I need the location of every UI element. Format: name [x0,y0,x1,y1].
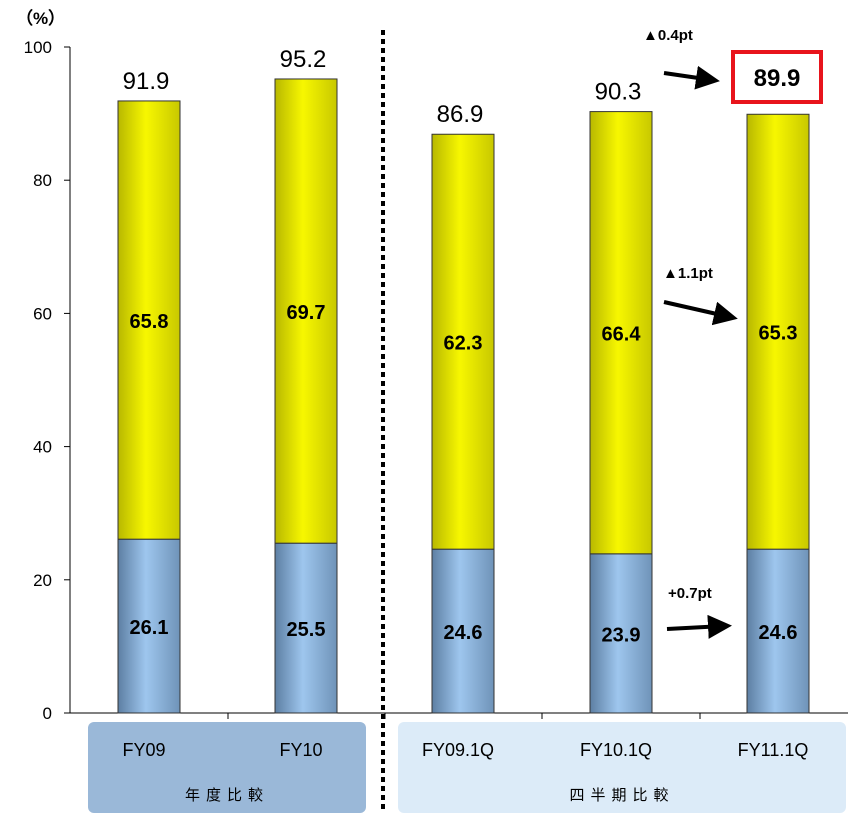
segment-value-label: 65.3 [759,323,798,345]
segment-value-label: 65.8 [130,311,169,333]
total-value-label: 86.9 [437,101,484,128]
total-value-label: 91.9 [123,68,170,95]
arrow-total [663,65,720,90]
segment-value-label: 24.6 [444,622,483,644]
total-value-label-highlight: 89.9 [754,65,801,92]
data-labels: 26.1 65.8 91.9 FY09 25.5 69.7 95.2 FY10 24.6 62.3… [122,46,823,760]
category-label: FY11.1Q [738,740,809,760]
bar-segment-yellow-3 [589,111,653,555]
group-label-quarterly: 四半期比較 [569,786,674,804]
axes: 0 20 40 60 80 100 [24,38,848,723]
segment-value-label: 62.3 [444,333,483,355]
category-label: FY09 [122,740,165,760]
y-tick-label: 20 [33,571,52,590]
y-tick-label: 40 [33,438,52,457]
bar-segment-yellow-4 [746,113,810,550]
arrow-blue [666,614,732,639]
y-tick-label: 80 [33,171,52,190]
group-label-annual: 年度比較 [185,786,269,804]
annotation-blue-change: +0.7pt [668,585,712,602]
total-value-label: 90.3 [595,79,642,106]
highlight-box [731,50,823,104]
segment-value-label: 66.4 [602,324,642,346]
bar-segment-yellow-0 [117,100,181,540]
segment-value-label: 23.9 [602,624,641,646]
bar-segment-blue-2 [431,548,495,714]
segment-value-label: 24.6 [759,622,798,644]
bar-segment-blue-0 [117,538,181,714]
category-label: FY10.1Q [580,740,652,760]
segment-value-label: 26.1 [130,617,169,639]
y-tick-label: 100 [24,38,52,57]
y-tick-label: 60 [33,304,52,323]
arrow-yellow [663,300,738,326]
y-tick-label: 0 [43,704,52,723]
segment-value-label: 69.7 [287,302,326,324]
annotation-yellow-change: ▲1.1pt [663,265,713,282]
group-bg-quarterly [398,722,846,813]
bar-segment-blue-3 [589,553,653,714]
bar-segment-yellow-1 [274,78,338,544]
annotation-total-change: ▲0.4pt [643,27,693,44]
total-value-label: 95.2 [280,46,327,73]
segment-value-label: 25.5 [287,619,326,641]
y-unit-label: （%） [16,8,65,28]
bar-segment-yellow-2 [431,133,495,550]
bars [117,78,810,714]
category-label: FY10 [279,740,322,760]
group-bg-annual [88,722,366,813]
bar-segment-blue-4 [746,548,810,714]
category-label: FY09.1Q [422,740,494,760]
